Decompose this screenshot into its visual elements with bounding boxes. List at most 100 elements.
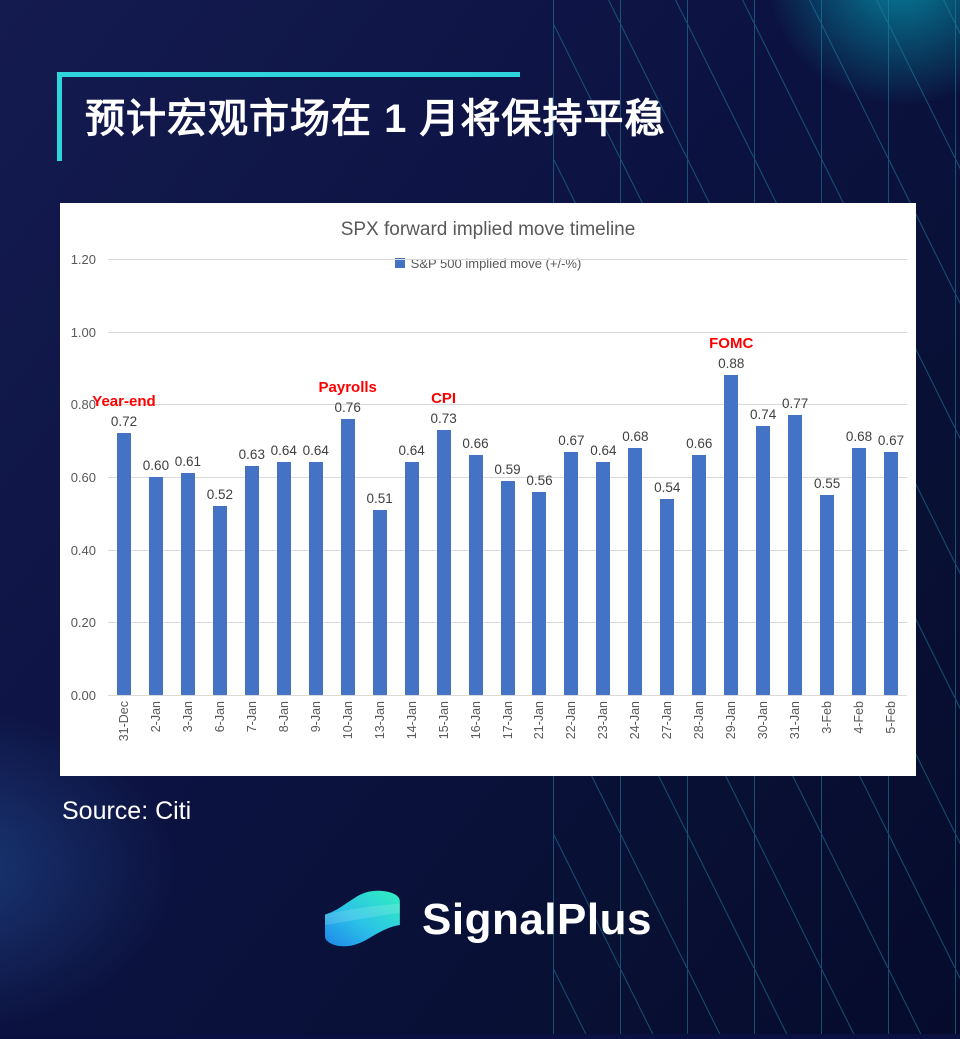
event-annotation: Year-end: [92, 393, 156, 411]
bar: [820, 495, 835, 695]
x-axis-tick-label: 4-Feb: [852, 701, 867, 734]
bar: [116, 433, 131, 695]
x-axis-tick-label: 5-Feb: [884, 701, 899, 734]
bar: [308, 462, 323, 695]
bar-value-label: 0.64: [302, 443, 329, 459]
x-axis-tick-label: 9-Jan: [308, 701, 323, 733]
bar-value-label: 0.56: [526, 472, 553, 488]
signalplus-logo: SignalPlus: [318, 885, 652, 955]
legend-swatch-icon: [394, 258, 405, 268]
x-axis-tick-label: 22-Jan: [564, 701, 579, 740]
x-axis-tick-label: 29-Jan: [724, 701, 739, 740]
x-axis-tick-label: 15-Jan: [436, 701, 451, 740]
gridline: [108, 259, 907, 260]
bar-value-label: 0.64: [398, 443, 425, 459]
bar-value-label: 0.51: [366, 490, 393, 506]
chart-legend: S&P 500 implied move (+/-%): [60, 255, 916, 271]
bar: [180, 473, 195, 695]
bar-value-label: 0.66: [686, 436, 713, 452]
x-axis-tick-label: 17-Jan: [500, 701, 515, 740]
x-axis-tick-label: 30-Jan: [756, 701, 771, 740]
x-axis-tick-label: 28-Jan: [692, 701, 707, 740]
source-attribution: Source: Citi: [62, 797, 192, 825]
x-axis-tick-label: 8-Jan: [276, 701, 291, 733]
y-axis-tick-label: 0.60: [70, 470, 96, 485]
bar-value-label: 0.54: [654, 479, 681, 495]
bar: [436, 429, 451, 695]
bar: [500, 480, 515, 695]
x-axis-tick-label: 21-Jan: [532, 701, 547, 740]
bar: [788, 415, 803, 695]
y-axis-tick-label: 0.40: [70, 542, 96, 558]
bar-value-label: 0.68: [845, 428, 873, 444]
bar: [660, 498, 675, 695]
bar-value-label: 0.72: [110, 414, 138, 430]
bar-value-label: 0.88: [718, 356, 745, 372]
y-axis-tick-label: 1.00: [70, 324, 96, 340]
bar: [340, 418, 355, 695]
chart-panel: SPX forward implied move timeline S&P 50…: [60, 203, 916, 776]
bar-value-label: 0.74: [750, 407, 777, 423]
bar-value-label: 0.77: [781, 396, 809, 412]
bar: [692, 455, 707, 695]
bar: [596, 462, 611, 695]
bar: [212, 506, 227, 695]
bar-value-label: 0.64: [270, 443, 297, 459]
event-annotation: CPI: [431, 389, 457, 407]
bar-value-label: 0.52: [206, 487, 233, 503]
x-axis-tick-label: 7-Jan: [244, 701, 259, 733]
bar-value-label: 0.55: [813, 476, 841, 492]
x-axis-tick-label: 14-Jan: [404, 701, 419, 740]
legend-label: S&P 500 implied move (+/-%): [410, 255, 582, 271]
gridline: [108, 331, 907, 333]
bar-value-label: 0.60: [142, 458, 170, 473]
bar: [564, 451, 579, 695]
bar: [756, 426, 771, 695]
bar-value-label: 0.63: [238, 447, 265, 463]
signalplus-wave-logo-icon: [318, 886, 406, 955]
x-axis-tick-label: 2-Jan: [148, 701, 163, 733]
y-axis-tick-label: 0.00: [70, 688, 96, 703]
bar: [884, 451, 899, 695]
gridline: [108, 477, 907, 478]
x-axis-tick-label: 16-Jan: [468, 701, 483, 740]
bar-value-label: 0.67: [558, 432, 585, 448]
x-axis-tick-label: 31-Jan: [788, 701, 803, 740]
x-axis-tick-label: 3-Jan: [180, 701, 195, 733]
event-annotation: Payrolls: [318, 378, 377, 396]
bar: [276, 462, 291, 695]
bar: [404, 462, 419, 695]
bar: [628, 447, 643, 695]
bar: [372, 509, 387, 695]
bar-value-label: 0.68: [622, 428, 649, 444]
bar: [724, 375, 739, 695]
x-axis-tick-label: 6-Jan: [212, 701, 227, 733]
bar: [852, 447, 867, 695]
x-axis-tick-label: 10-Jan: [340, 701, 355, 740]
title-accent-bracket: [57, 72, 520, 161]
page-title: 预计宏观市场在 1 月将保持平稳: [85, 97, 666, 141]
bar-value-label: 0.67: [877, 432, 905, 448]
gridline: [108, 404, 907, 406]
bar-value-label: 0.59: [494, 461, 521, 477]
brand-wordmark: SignalPlus: [422, 895, 652, 944]
bar-value-label: 0.64: [590, 443, 617, 459]
bar-value-label: 0.73: [430, 410, 457, 426]
bar: [468, 455, 483, 695]
x-axis-tick-label: 27-Jan: [660, 701, 675, 740]
chart-title: SPX forward implied move timeline: [340, 219, 636, 240]
bar-value-label: 0.61: [174, 454, 202, 470]
x-axis-tick-label: 31-Dec: [116, 701, 131, 742]
x-axis-tick-label: 13-Jan: [372, 701, 387, 740]
bar: [532, 491, 547, 695]
bar: [148, 477, 163, 695]
bar-value-label: 0.66: [462, 436, 489, 452]
x-axis-tick-label: 23-Jan: [596, 701, 611, 740]
y-axis-tick-label: 0.20: [70, 615, 96, 631]
gridline: [108, 695, 907, 696]
bar: [244, 466, 259, 695]
bar-value-label: 0.76: [334, 399, 361, 415]
x-axis-tick-label: 3-Feb: [820, 701, 835, 734]
x-axis-tick-label: 24-Jan: [628, 701, 643, 740]
y-axis-tick-label: 1.20: [70, 252, 96, 267]
